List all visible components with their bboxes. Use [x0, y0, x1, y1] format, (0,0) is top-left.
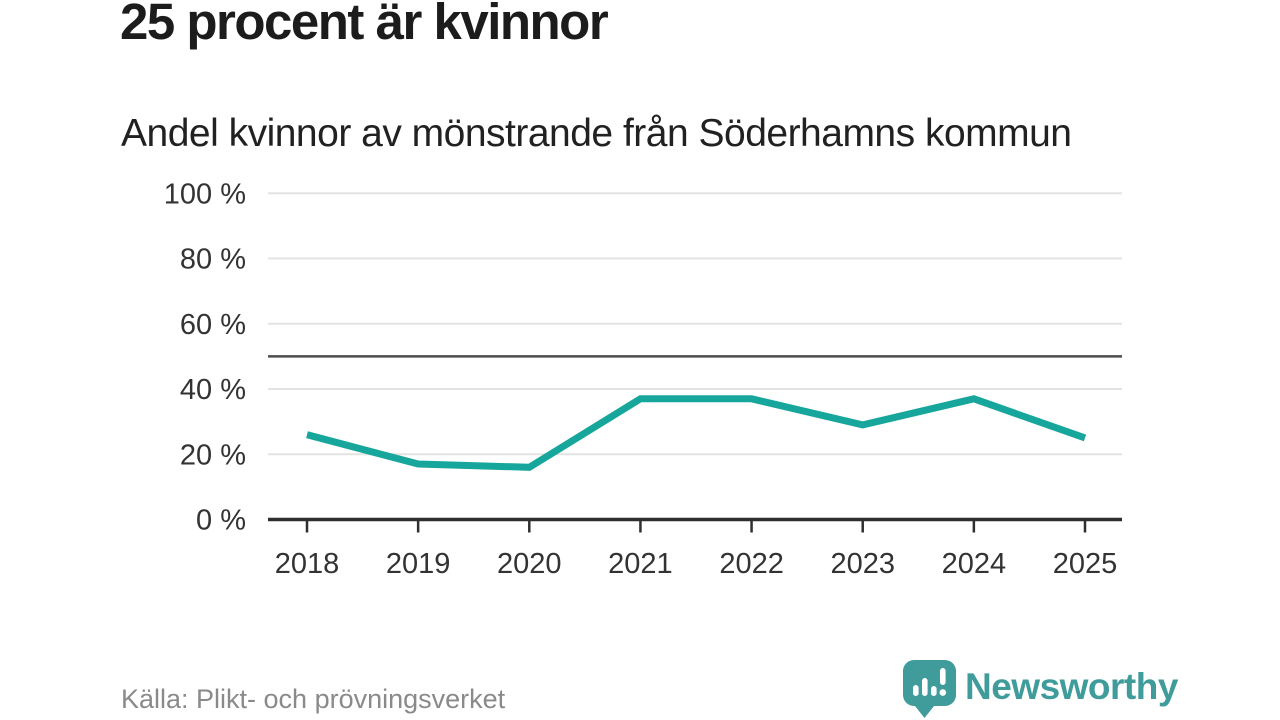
line-chart: 0 % 20 % 40 % 60 % 80 % 100 % 2018 2019 2020 2021… — [164, 178, 1122, 580]
logo-bar-icon — [931, 686, 937, 696]
brand-logo: Newsworthy — [903, 660, 1178, 718]
x-tick-label: 2021 — [608, 548, 673, 580]
logo-exclamation-dot-icon — [939, 689, 947, 696]
logo-bar-icon — [913, 685, 919, 696]
brand-name: Newsworthy — [965, 666, 1178, 707]
y-tick-label: 40 % — [180, 374, 246, 406]
chart-subtitle: Andel kvinnor av mönstrande från Söderha… — [121, 112, 1072, 155]
newsworthy-logo-icon — [903, 660, 956, 718]
x-tick-label: 2025 — [1053, 548, 1118, 580]
logo-bar-icon — [922, 678, 928, 696]
x-tick-label: 2023 — [830, 548, 895, 580]
x-tick-label: 2022 — [719, 548, 784, 580]
x-tick-label: 2018 — [275, 548, 340, 580]
source-note: Källa: Plikt- och prövningsverket — [121, 684, 506, 714]
y-tick-label: 60 % — [180, 309, 246, 341]
y-tick-label: 100 % — [164, 178, 246, 210]
y-tick-label: 80 % — [180, 244, 246, 276]
data-line — [306, 395, 1087, 471]
chart-title: 25 procent är kvinnor — [120, 0, 609, 50]
x-tick-label: 2019 — [386, 548, 451, 580]
x-tick-label: 2024 — [942, 548, 1007, 580]
logo-exclamation-icon — [940, 668, 946, 685]
y-tick-label: 0 % — [196, 505, 246, 537]
y-tick-label: 20 % — [180, 439, 246, 471]
x-tick-label: 2020 — [497, 548, 562, 580]
